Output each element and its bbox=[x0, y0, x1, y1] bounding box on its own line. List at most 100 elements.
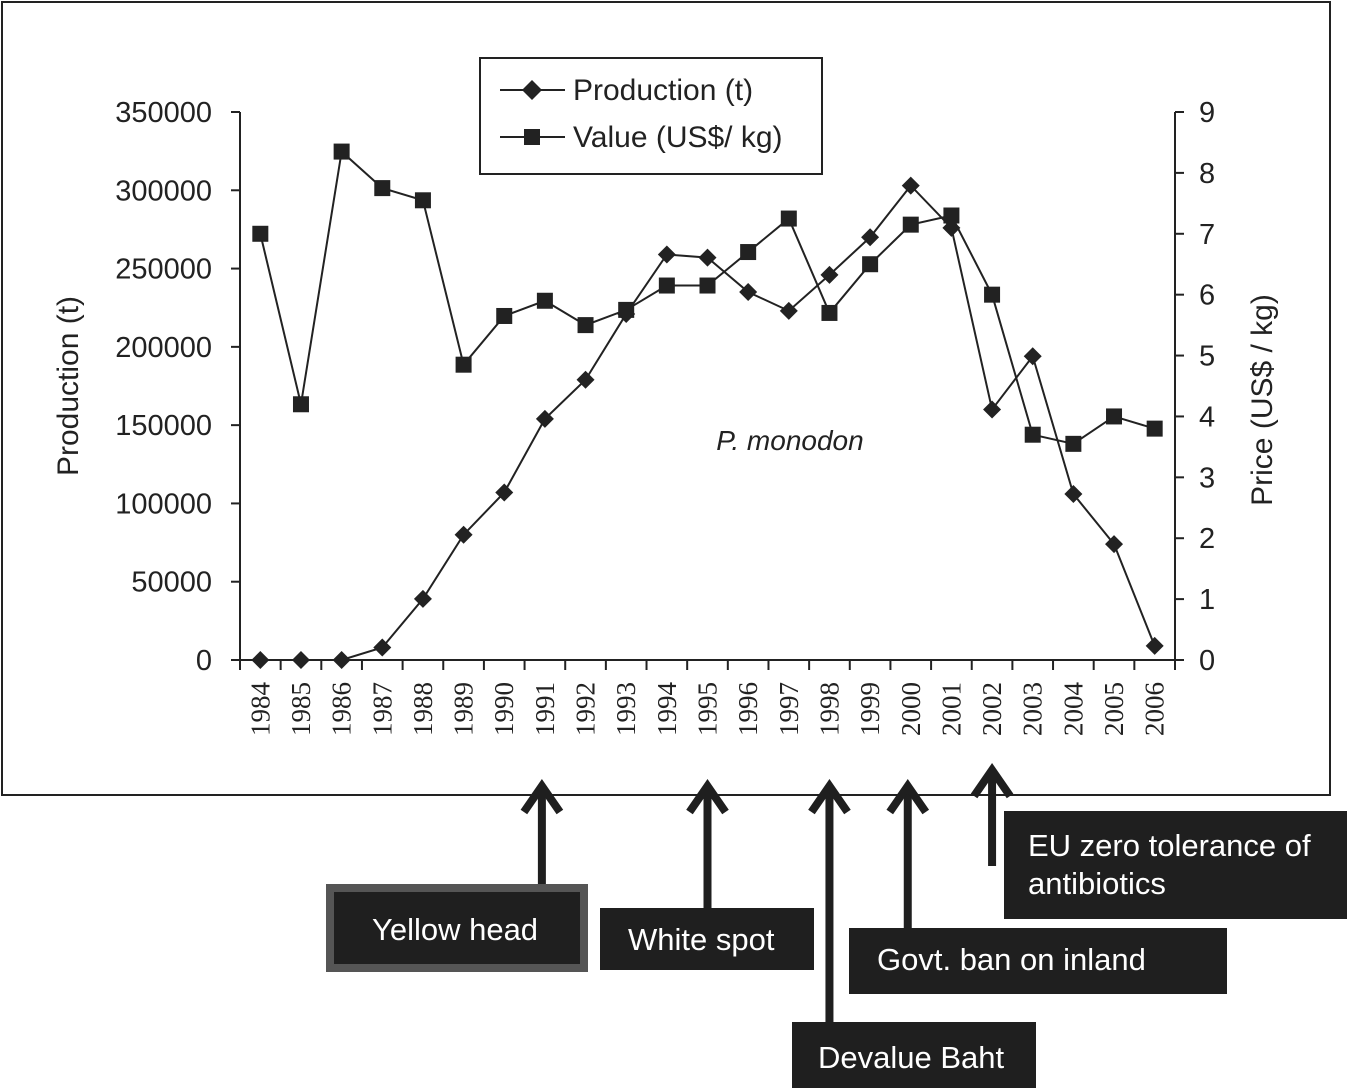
x-tick-label: 1986 bbox=[327, 682, 357, 736]
left-tick-label: 150000 bbox=[115, 410, 212, 442]
right-tick-label: 6 bbox=[1199, 280, 1215, 312]
value-point bbox=[699, 277, 716, 294]
x-tick-label: 1994 bbox=[652, 682, 682, 737]
right-tick-label: 5 bbox=[1199, 341, 1215, 373]
value-point bbox=[984, 286, 1001, 303]
x-tick-label: 1987 bbox=[367, 682, 397, 736]
left-tick-label: 100000 bbox=[115, 488, 212, 520]
production-point bbox=[1105, 535, 1124, 554]
x-tick-label: 1999 bbox=[855, 682, 885, 736]
event-yellow-head: Yellow head bbox=[326, 884, 588, 972]
production-point bbox=[820, 265, 839, 284]
legend-diamond-marker bbox=[522, 80, 542, 100]
x-tick-label: 1998 bbox=[814, 682, 844, 736]
left-tick-label: 200000 bbox=[115, 332, 212, 364]
x-tick-label: 2000 bbox=[896, 682, 926, 736]
x-tick-label: 1984 bbox=[245, 682, 275, 737]
x-tick-label: 1995 bbox=[693, 682, 723, 736]
event-arrow-2000 bbox=[886, 778, 930, 928]
species-annotation: P. monodon bbox=[716, 425, 863, 456]
arrow-head bbox=[686, 778, 729, 815]
production-point bbox=[779, 301, 798, 320]
right-tick-label: 4 bbox=[1199, 401, 1215, 433]
production-series bbox=[251, 176, 1164, 669]
value-point bbox=[455, 356, 472, 373]
y-right-axis-title: Price (US$ / kg) bbox=[1246, 294, 1279, 506]
y-left-axis-title: Production (t) bbox=[52, 296, 85, 476]
production-point bbox=[1064, 485, 1083, 504]
arrow-head bbox=[520, 778, 564, 815]
value-point bbox=[374, 180, 391, 197]
event-devalue-baht: Devalue Baht bbox=[792, 1022, 1036, 1088]
event-arrow-1998 bbox=[808, 778, 851, 1022]
event-arrow-2002 bbox=[970, 762, 1014, 866]
production-point bbox=[861, 228, 880, 247]
value-point bbox=[536, 292, 553, 309]
value-point bbox=[1024, 426, 1041, 443]
legend-production-label: Production (t) bbox=[573, 74, 753, 107]
production-point bbox=[657, 245, 676, 264]
x-tick-label: 2002 bbox=[977, 682, 1007, 736]
right-tick-label: 8 bbox=[1199, 158, 1215, 190]
right-tick-label: 1 bbox=[1199, 584, 1215, 616]
event-eu-zero-tolerance: EU zero tolerance of antibiotics bbox=[1004, 811, 1347, 919]
production-point bbox=[291, 651, 310, 669]
production-point bbox=[535, 409, 554, 428]
x-tick-label: 2005 bbox=[1099, 682, 1129, 736]
production-point bbox=[373, 638, 392, 657]
x-tick-label: 1990 bbox=[489, 682, 519, 736]
production-point bbox=[739, 283, 758, 302]
x-tick-label: 2003 bbox=[1018, 682, 1048, 736]
production-point bbox=[901, 176, 920, 195]
production-point bbox=[983, 400, 1002, 419]
event-arrow-1991 bbox=[520, 778, 564, 884]
x-tick-label: 1985 bbox=[286, 682, 316, 736]
left-tick-label: 350000 bbox=[115, 97, 212, 129]
axes: 0 50000 100000 150000 200000 250000 300000 3500… bbox=[52, 97, 1279, 736]
x-tick-label: 2006 bbox=[1140, 682, 1170, 736]
value-point bbox=[292, 396, 309, 413]
value-point bbox=[1106, 408, 1123, 425]
right-tick-label: 3 bbox=[1199, 462, 1215, 494]
x-tick-label: 1997 bbox=[774, 682, 804, 736]
production-point bbox=[454, 525, 473, 544]
legend-square-marker bbox=[524, 129, 540, 145]
x-tick-label: 2001 bbox=[936, 682, 966, 736]
event-eu-zero-tolerance-label: EU zero tolerance of antibiotics bbox=[1028, 828, 1311, 901]
event-white-spot: White spot bbox=[600, 908, 814, 970]
production-point bbox=[413, 589, 432, 608]
event-govt-ban-label: Govt. ban on inland bbox=[877, 942, 1146, 977]
value-point bbox=[821, 304, 838, 321]
legend: Production (t) Value (US$/ kg) bbox=[479, 57, 823, 175]
event-devalue-baht-label: Devalue Baht bbox=[818, 1040, 1005, 1075]
left-tick-label: 250000 bbox=[115, 254, 212, 286]
production-point bbox=[1145, 636, 1164, 655]
right-tick-label: 9 bbox=[1199, 97, 1215, 129]
left-tick-label: 300000 bbox=[115, 175, 212, 207]
x-tick-label: 2004 bbox=[1058, 682, 1088, 737]
value-point bbox=[577, 317, 594, 334]
left-tick-label: 50000 bbox=[131, 567, 212, 599]
value-point bbox=[252, 225, 269, 242]
value-point bbox=[414, 192, 431, 209]
production-point bbox=[576, 370, 595, 389]
x-tick-label: 1993 bbox=[611, 682, 641, 736]
value-point bbox=[1065, 435, 1082, 452]
x-tick-label: 1992 bbox=[571, 682, 601, 736]
value-point bbox=[496, 307, 513, 324]
left-tick-label: 0 bbox=[196, 645, 212, 677]
value-point bbox=[862, 256, 879, 273]
event-govt-ban: Govt. ban on inland bbox=[849, 928, 1227, 994]
arrow-head bbox=[808, 778, 851, 815]
value-point bbox=[1146, 420, 1163, 437]
value-point bbox=[618, 301, 635, 318]
legend-value-label: Value (US$/ kg) bbox=[573, 121, 783, 154]
production-point bbox=[332, 651, 351, 669]
event-yellow-head-label: Yellow head bbox=[372, 912, 539, 947]
production-point bbox=[1023, 347, 1042, 366]
x-tick-label: 1988 bbox=[408, 682, 438, 736]
event-white-spot-label: White spot bbox=[628, 922, 775, 957]
series-layer bbox=[251, 143, 1164, 669]
legend-box bbox=[479, 57, 823, 175]
